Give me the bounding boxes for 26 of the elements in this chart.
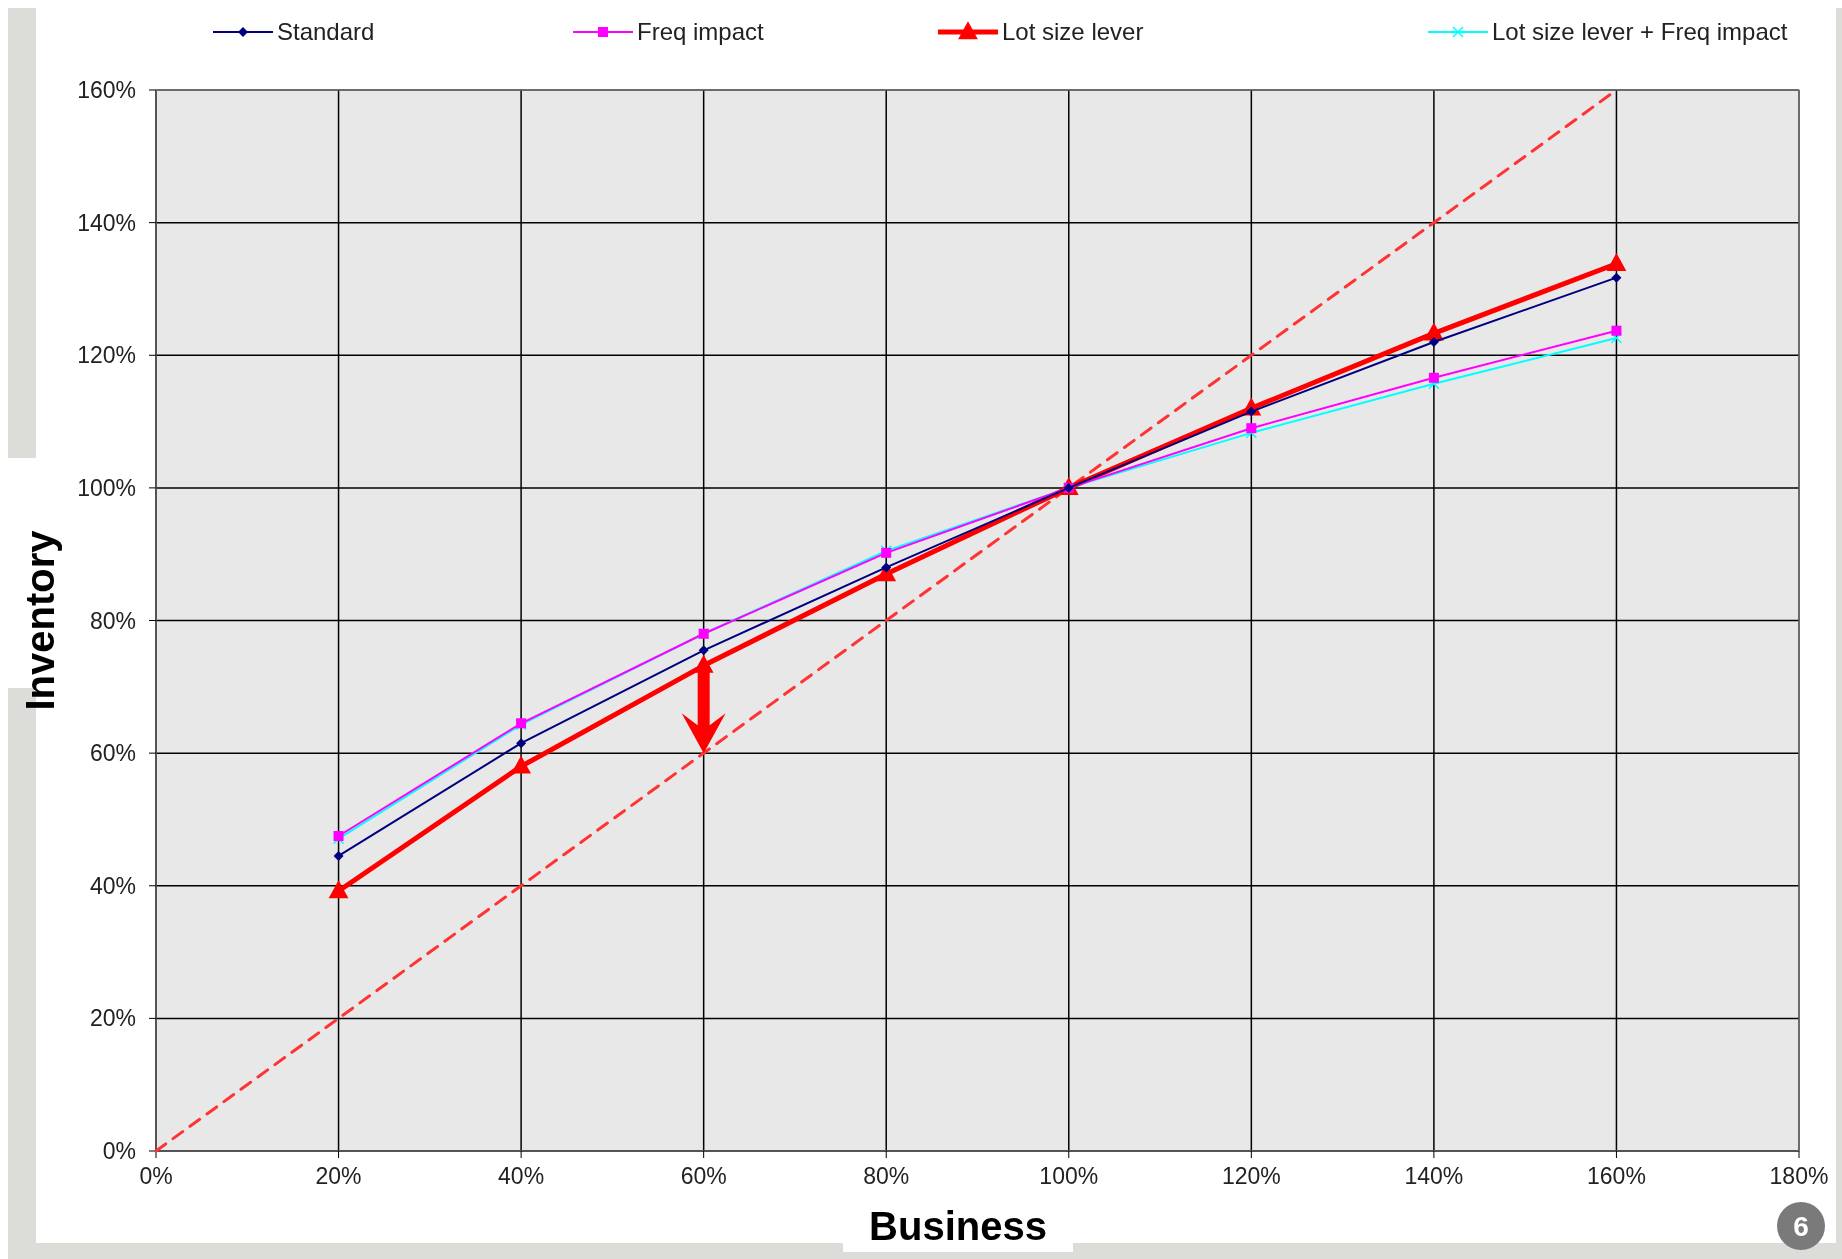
y-tick-label: 100%	[77, 474, 136, 501]
y-tick-label: 40%	[89, 872, 136, 899]
y-tick-label: 120%	[77, 342, 136, 369]
y-tick-label: 60%	[89, 740, 136, 767]
legend-label: Lot size lever	[1002, 18, 1144, 45]
x-tick-label: 60%	[680, 1163, 727, 1189]
y-axis-title: Inventory	[18, 529, 62, 711]
x-axis-title: Business	[869, 1204, 1047, 1248]
y-tick-label: 0%	[102, 1138, 136, 1164]
text: 6	[1793, 1211, 1809, 1242]
y-tick-label: 80%	[89, 607, 136, 634]
y-tick-label: 160%	[77, 77, 136, 103]
x-tick-label: 40%	[498, 1163, 545, 1189]
legend-label: Freq impact	[637, 18, 765, 45]
x-tick-label: 160%	[1587, 1163, 1646, 1189]
y-tick-label: 20%	[89, 1005, 136, 1032]
x-tick-label: 20%	[315, 1163, 362, 1189]
x-tick-label: 80%	[863, 1163, 910, 1189]
x-tick-label: 180%	[1769, 1163, 1829, 1189]
legend-label: Standard	[277, 18, 375, 45]
x-tick-label: 120%	[1221, 1163, 1281, 1189]
x-tick-label: 140%	[1404, 1163, 1464, 1189]
legend-label: Lot size lever + Freq impact	[1492, 18, 1788, 45]
y-tick-label: 140%	[77, 209, 136, 236]
x-tick-label: 0%	[139, 1163, 173, 1189]
x-tick-label: 100%	[1039, 1163, 1099, 1189]
